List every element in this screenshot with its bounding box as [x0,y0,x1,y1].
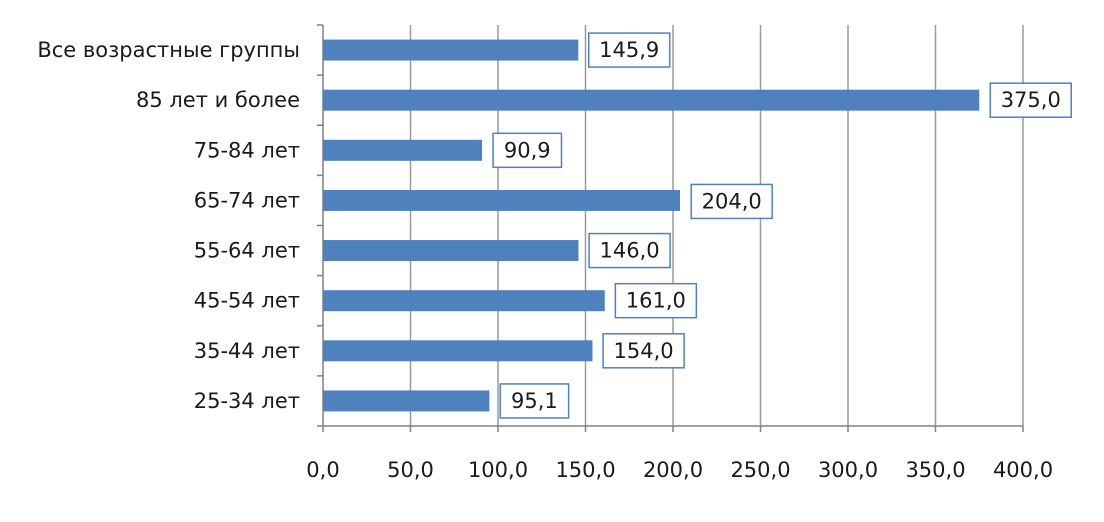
category-label: 55-64 лет [194,239,300,263]
bar [323,390,490,412]
category-label: 65-74 лет [194,188,300,212]
data-label-box [602,333,685,369]
bar [323,240,579,262]
bar [323,139,483,161]
data-label: 145,9 [599,38,659,62]
x-tick-label: 400,0 [993,458,1053,482]
x-tick-label: 50,0 [387,458,434,482]
data-label: 161,0 [626,289,686,313]
data-label-box [989,82,1072,118]
axes: 0,0 50,0 100,0 150,0 200,0 250,0 300,0 350,0 400… [37,24,1053,482]
category-label: 45-54 лет [194,289,300,313]
bar [323,290,605,312]
category-label: Все возрастные группы [37,38,300,62]
data-label: 375,0 [1001,88,1061,112]
data-label: 95,1 [511,389,558,413]
data-label-box [588,232,671,269]
category-label: 85 лет и более [136,88,300,112]
category-label: 25-34 лет [194,389,300,413]
x-tick-label: 150,0 [555,458,615,482]
data-label-box [614,282,698,319]
category-label: 75-84 лет [194,138,300,162]
bars [323,39,980,412]
data-label: 204,0 [702,189,762,213]
x-tick-label: 250,0 [730,458,790,482]
data-label: 90,9 [504,138,551,162]
bar [323,340,593,362]
data-label: 154,0 [614,339,674,363]
data-label-box [499,383,570,419]
x-tick-label: 0,0 [306,458,339,482]
x-tick-label: 350,0 [905,458,965,482]
category-label: 35-44 лет [194,339,300,363]
x-tick-label: 300,0 [818,458,878,482]
data-label-box [492,132,563,169]
data-label-box [587,32,671,68]
bar [323,189,680,211]
x-tick-label: 200,0 [643,458,703,482]
data-label-box [690,183,773,220]
gridlines [409,25,1024,426]
x-tick-label: 100,0 [468,458,528,482]
data-label: 146,0 [600,239,660,263]
data-labels: 145,9 375,0 90,9 204,0 146,0 161,0 154,0 95,1 [492,32,1072,419]
bar [323,89,980,111]
bar [323,39,579,61]
